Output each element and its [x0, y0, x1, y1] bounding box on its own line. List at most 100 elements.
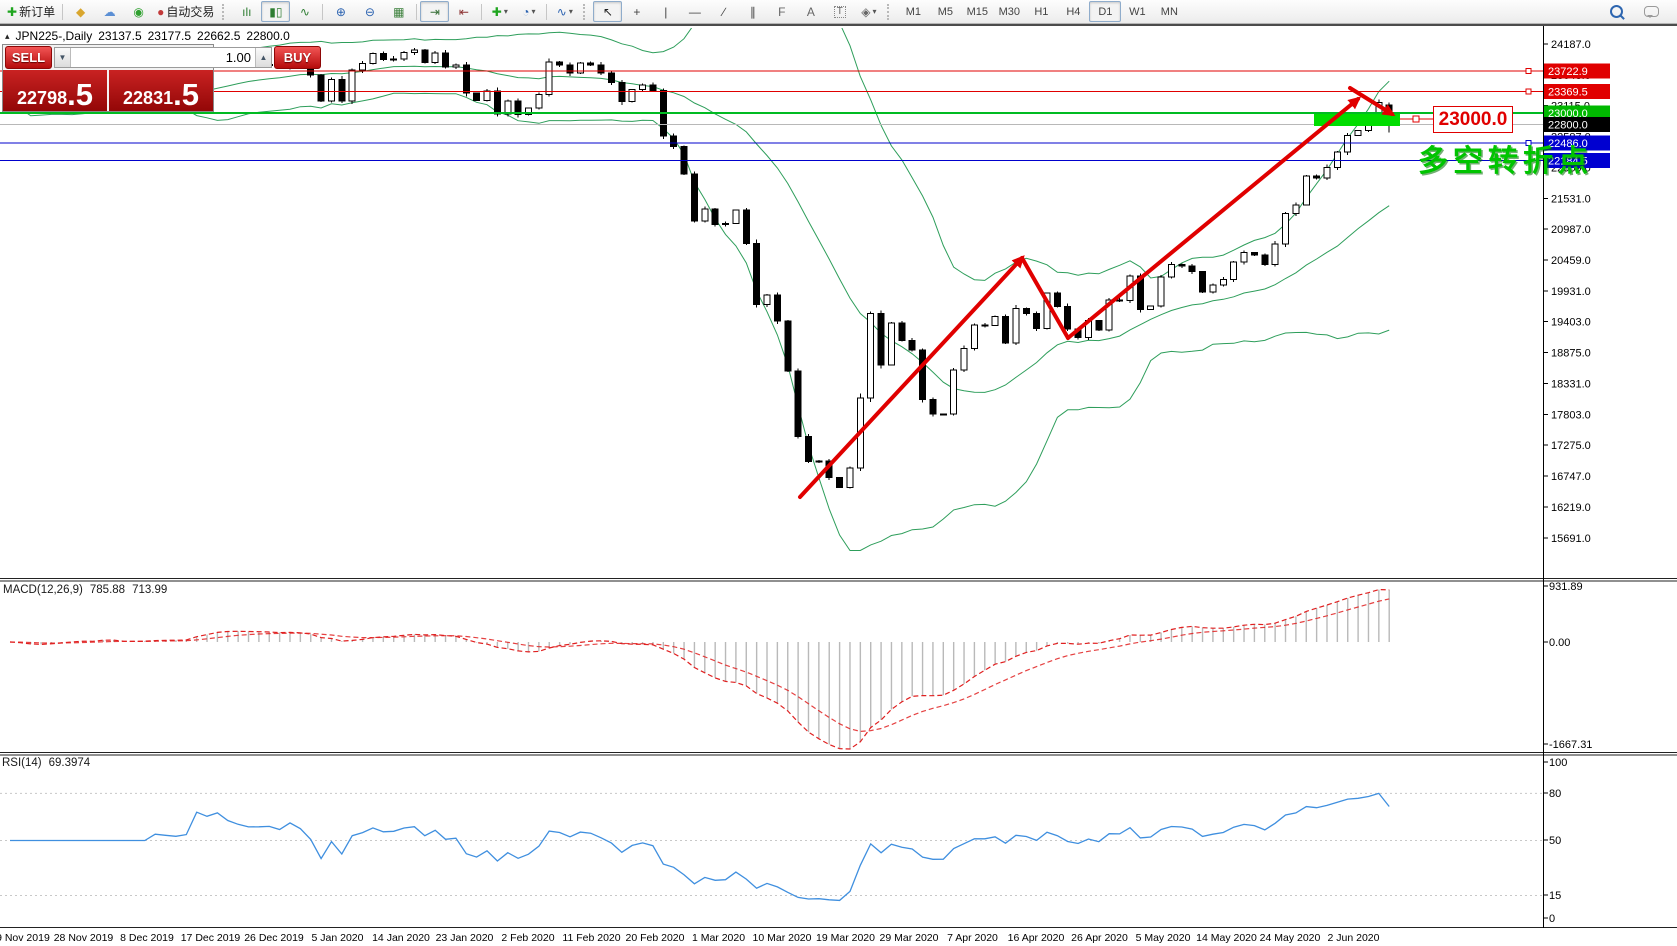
trade-panel-prices: 22798 .5 22831 .5 — [3, 70, 213, 111]
price-tick: 19931.0 — [1551, 286, 1591, 298]
turning-point-annotation[interactable]: 多空转折点 — [1418, 145, 1593, 178]
community-button[interactable]: ☁ — [95, 1, 124, 22]
price-axis-label: 22486.0 — [1548, 138, 1588, 150]
toolbar-separator — [481, 3, 483, 20]
tile-windows-button[interactable]: ▦ — [384, 1, 413, 22]
trend-arrow[interactable] — [798, 255, 1025, 499]
sell-price-main: 22798 — [17, 88, 68, 108]
horizontal-line-button[interactable]: — — [680, 1, 709, 22]
timeframe-d1-button[interactable]: D1 — [1089, 1, 1122, 22]
timeframe-mn-button[interactable]: MN — [1160, 5, 1178, 18]
price-tick: 18875.0 — [1551, 348, 1591, 360]
timeframe-h4-button[interactable]: H4 — [1066, 5, 1081, 18]
price-tick: 17275.0 — [1551, 440, 1591, 452]
auto-trading-label: 自动交易 — [166, 5, 215, 19]
trend-arrow[interactable] — [1348, 86, 1396, 117]
trend-arrows[interactable] — [798, 86, 1396, 499]
date-label: 26 Apr 2020 — [1071, 932, 1128, 944]
line-handle[interactable] — [1525, 88, 1532, 95]
rsi-axis-label: 50 — [1549, 835, 1561, 847]
trend-arrow[interactable] — [1066, 96, 1362, 340]
volume-increase-button[interactable]: ▲ — [255, 48, 271, 67]
main-toolbar: ✚ 新订单 ◆ ☁ ◉ ● 自动交易 ılı ▮▯ ∿ ⊕ ⊖ ▦ ⇥ ⇤ ✚ ▾ ◔ ▾ ∿ ▾ ↖ + | — ∕ ∥ F A T ◈ ▾… — [0, 0, 1677, 24]
fibonacci-button[interactable]: F — [767, 1, 796, 22]
bar-chart-icon: ılı — [242, 4, 252, 19]
trend-arrow[interactable] — [1020, 256, 1070, 340]
macd-axis-label: -1667.31 — [1549, 739, 1592, 751]
spinner-up-icon: ▲ — [259, 53, 268, 62]
cursor-button[interactable]: ↖ — [593, 1, 623, 22]
bar-chart-button[interactable]: ılı — [232, 1, 261, 22]
signals-button[interactable]: ◉ — [124, 1, 153, 22]
date-axis[interactable]: 19 Nov 2019 28 Nov 2019 8 Dec 2019 17 Dec 2… — [0, 932, 1380, 944]
sell-price[interactable]: 22798 .5 — [3, 70, 107, 111]
date-label: 23 Jan 2020 — [436, 932, 494, 944]
auto-scroll-button[interactable]: ⇥ — [420, 1, 450, 22]
volume-decrease-button[interactable]: ▼ — [55, 48, 71, 67]
volume-input[interactable] — [71, 50, 255, 65]
timeframe-m30-button[interactable]: M30 — [998, 5, 1021, 18]
timeframe-m15-button[interactable]: M15 — [966, 5, 989, 18]
macd-signal-value: 713.99 — [132, 584, 168, 596]
price-tick: 20459.0 — [1551, 255, 1591, 267]
zoom-out-button[interactable]: ⊖ — [355, 1, 384, 22]
community-icon: ☁ — [103, 4, 116, 19]
date-label: 1 Mar 2020 — [692, 932, 745, 944]
date-label: 2 Feb 2020 — [501, 932, 554, 944]
new-order-button[interactable]: ✚ 新订单 — [3, 1, 59, 22]
buy-price[interactable]: 22831 .5 — [109, 70, 213, 111]
trendline-button[interactable]: ∕ — [709, 1, 738, 22]
dropdown-caret-icon: ▾ — [568, 7, 573, 16]
price-axis-label: 23722.9 — [1548, 66, 1588, 78]
text-button[interactable]: A — [796, 1, 825, 22]
signals-icon: ◉ — [133, 4, 144, 19]
price-callout[interactable]: 23000.0 — [1433, 106, 1513, 133]
chart-window-border — [0, 24, 1677, 26]
text-label-button[interactable]: T — [825, 1, 854, 22]
toolbar-grip — [222, 3, 228, 20]
timeframe-m5-button[interactable]: M5 — [937, 5, 953, 18]
macd-pane — [9, 588, 1390, 750]
periods-icon: ◔ — [522, 4, 530, 19]
equidistant-channel-button[interactable]: ∥ — [738, 1, 767, 22]
crosshair-button[interactable]: + — [622, 1, 651, 22]
price-tick: 21531.0 — [1551, 193, 1591, 205]
line-handle[interactable] — [1525, 139, 1532, 146]
favorites-button[interactable]: ◆ — [66, 1, 95, 22]
periods-button[interactable]: ◔ ▾ — [514, 1, 543, 22]
candlestick-chart-button[interactable]: ▮▯ — [261, 1, 291, 22]
search-button[interactable] — [1602, 1, 1631, 22]
toolbar-separator — [546, 3, 548, 20]
arrows-button[interactable]: ◈ ▾ — [854, 1, 883, 22]
macd-axis-label: 0.00 — [1549, 637, 1570, 649]
rsi-axis-label: 15 — [1549, 890, 1561, 902]
rsi-pane — [0, 792, 1543, 902]
timeframe-m1-button[interactable]: M1 — [905, 5, 921, 18]
price-tick: 16219.0 — [1551, 502, 1591, 514]
auto-trading-button[interactable]: ● 自动交易 — [153, 1, 218, 22]
sell-button[interactable]: SELL — [5, 46, 52, 69]
line-handle[interactable] — [1525, 67, 1532, 74]
cursor-icon: ↖ — [602, 4, 613, 19]
open-value: 23137.5 — [98, 29, 142, 43]
close-value: 22800.0 — [246, 29, 290, 43]
vertical-line-button[interactable]: | — [651, 1, 680, 22]
timeframe-w1-button[interactable]: W1 — [1129, 5, 1146, 18]
timeframe-h1-button[interactable]: H1 — [1034, 5, 1049, 18]
buy-button[interactable]: BUY — [274, 46, 321, 69]
chart-shift-button[interactable]: ⇤ — [449, 1, 478, 22]
price-axis[interactable]: 24187.023643.023115.022587.022059.021531… — [1543, 39, 1610, 545]
horizontal-lines[interactable] — [0, 67, 1543, 161]
new-chart-button[interactable]: ✚ ▾ — [485, 1, 514, 22]
chat-button[interactable] — [1637, 1, 1666, 22]
date-label: 8 Dec 2019 — [120, 932, 174, 944]
volume-control: ▼ ▲ — [54, 47, 272, 68]
date-label: 24 May 2020 — [1260, 932, 1321, 944]
zoom-in-button[interactable]: ⊕ — [326, 1, 355, 22]
date-label: 11 Feb 2020 — [562, 932, 620, 944]
macd-title: MACD(12,26,9) — [3, 584, 83, 596]
callout-handle[interactable] — [1412, 115, 1420, 123]
line-chart-button[interactable]: ∿ — [290, 1, 319, 22]
indicators-button[interactable]: ∿ ▾ — [550, 1, 579, 22]
